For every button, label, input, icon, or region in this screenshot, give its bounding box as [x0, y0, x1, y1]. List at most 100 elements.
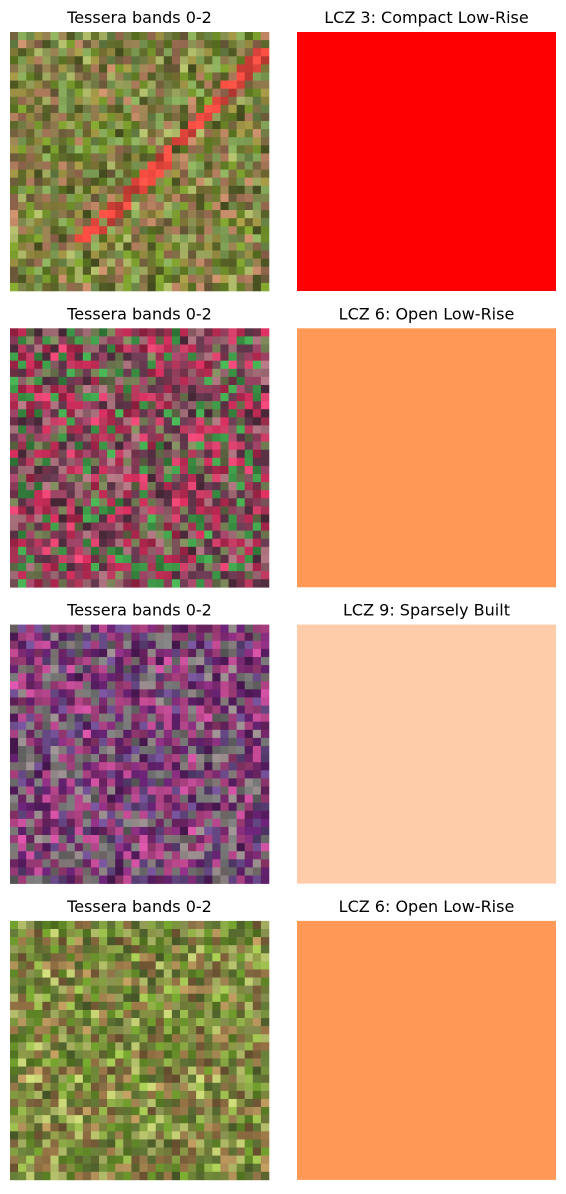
pixel — [18, 336, 27, 345]
pixel — [131, 56, 140, 65]
pixel — [212, 1034, 221, 1043]
pixel — [147, 185, 156, 195]
pixel — [74, 360, 84, 370]
pixel — [74, 762, 84, 771]
pixel — [42, 554, 51, 564]
pixel — [115, 121, 124, 130]
pixel — [220, 689, 229, 698]
pixel — [171, 473, 181, 483]
pixel — [196, 393, 205, 402]
pixel — [18, 360, 27, 370]
pixel — [179, 153, 189, 162]
pixel — [163, 328, 173, 337]
pixel — [82, 360, 92, 370]
pixel — [196, 1009, 205, 1019]
pixel — [236, 352, 246, 361]
pixel — [18, 802, 27, 812]
pixel — [18, 1123, 27, 1132]
pixel — [107, 129, 116, 138]
pixel — [50, 64, 59, 73]
pixel — [163, 689, 173, 698]
pixel — [228, 482, 237, 491]
pixel — [155, 810, 165, 820]
pixel — [18, 145, 27, 154]
pixel — [188, 1090, 197, 1100]
pixel — [196, 579, 205, 588]
pixel — [212, 433, 221, 442]
pixel — [34, 554, 43, 564]
pixel — [252, 681, 262, 690]
pixel — [220, 632, 229, 642]
pixel — [66, 530, 76, 540]
pixel — [204, 328, 213, 337]
pixel — [107, 673, 116, 682]
pixel — [18, 656, 27, 666]
pixel — [196, 401, 205, 410]
pixel — [34, 482, 43, 491]
pixel — [107, 762, 116, 771]
pixel — [212, 1082, 221, 1092]
pixel — [10, 1115, 19, 1124]
pixel — [220, 721, 229, 731]
pixel — [220, 376, 229, 386]
pixel — [244, 1131, 254, 1140]
pixel — [34, 193, 43, 203]
pixel — [107, 449, 116, 459]
pixel — [10, 282, 19, 292]
pixel — [236, 258, 246, 268]
pixel — [66, 344, 76, 353]
pixel — [82, 794, 92, 803]
pixel — [107, 266, 116, 276]
pixel — [139, 506, 148, 515]
pixel — [10, 624, 19, 633]
pixel — [244, 969, 254, 978]
pixel — [42, 737, 51, 747]
pixel — [179, 88, 189, 98]
pixel — [42, 1139, 51, 1148]
pixel — [42, 928, 51, 938]
pixel — [244, 835, 254, 844]
pixel — [171, 482, 181, 491]
pixel — [90, 920, 100, 930]
pixel — [236, 457, 246, 467]
pixel — [155, 993, 165, 1003]
pixel — [204, 193, 213, 203]
pixel — [212, 571, 221, 580]
pixel — [252, 802, 262, 812]
pixel — [18, 465, 27, 475]
pixel — [82, 409, 92, 418]
pixel — [228, 705, 237, 714]
pixel — [34, 977, 43, 986]
pixel — [66, 482, 76, 491]
pixel — [82, 778, 92, 787]
pixel — [90, 1131, 100, 1140]
pixel — [252, 928, 262, 938]
pixel — [74, 818, 84, 828]
pixel — [34, 746, 43, 755]
pixel — [188, 729, 197, 739]
pixel — [252, 250, 262, 259]
pixel — [123, 336, 132, 345]
pixel — [188, 266, 197, 276]
pixel — [147, 770, 156, 779]
pixel — [179, 961, 189, 970]
pixel — [26, 1115, 35, 1124]
pixel — [50, 673, 59, 682]
pixel — [123, 384, 132, 394]
pixel — [139, 640, 148, 650]
pixel — [171, 546, 181, 556]
pixel — [163, 770, 173, 779]
pixel — [228, 32, 237, 41]
pixel — [260, 1155, 270, 1165]
pixel — [228, 867, 237, 876]
pixel — [139, 153, 148, 162]
pixel — [163, 112, 173, 122]
pixel — [74, 242, 84, 251]
pixel — [260, 1147, 270, 1156]
pixel — [163, 457, 173, 467]
pixel — [147, 697, 156, 706]
pixel — [18, 810, 27, 820]
pixel — [115, 425, 124, 434]
pixel — [212, 1090, 221, 1100]
pixel — [115, 433, 124, 442]
